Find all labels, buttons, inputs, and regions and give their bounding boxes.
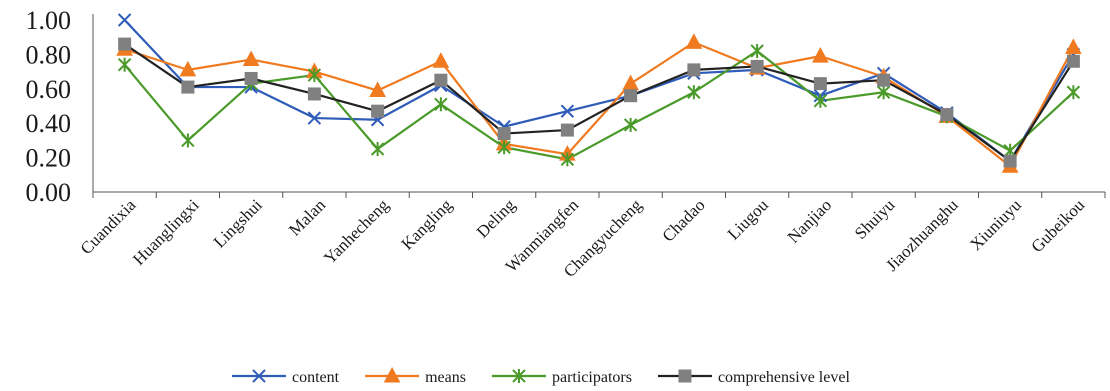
data-point-participators xyxy=(512,369,526,383)
data-point-comprehensive xyxy=(118,37,132,51)
legend-label: means xyxy=(425,369,466,386)
legend-item: comprehensive level xyxy=(657,369,851,386)
data-point-content xyxy=(560,104,575,118)
series-line xyxy=(123,19,1075,163)
data-point-means xyxy=(383,366,401,383)
data-point-comprehensive xyxy=(307,87,321,101)
y-axis-ticks: 0.00 0.20 0.40 0.60 0.80 1.00 xyxy=(26,6,72,207)
data-point-participators xyxy=(181,133,195,148)
x-category-label: Deling xyxy=(473,195,520,242)
x-category-label: Liugou xyxy=(724,195,773,244)
y-tick-label: 0.60 xyxy=(26,75,72,104)
y-tick-label: 0.20 xyxy=(26,144,72,173)
series-line xyxy=(124,43,1075,163)
data-point-comprehensive xyxy=(877,73,891,87)
data-point-means xyxy=(179,60,197,77)
data-point-comprehensive xyxy=(181,80,195,94)
data-point-participators xyxy=(370,142,385,156)
data-point-participators xyxy=(750,43,764,58)
series-markers xyxy=(116,13,1082,173)
y-tick-label: 0.00 xyxy=(26,178,72,207)
data-point-comprehensive xyxy=(371,104,385,118)
data-point-means xyxy=(685,33,703,49)
data-point-participators xyxy=(876,85,891,100)
data-point-comprehensive xyxy=(687,63,701,77)
data-point-comprehensive xyxy=(497,127,511,141)
data-point-participators xyxy=(813,93,828,108)
x-category-label: Xiuniuyu xyxy=(966,195,1025,254)
legend-label: content xyxy=(292,369,340,386)
x-category-label: Yanhecheng xyxy=(320,195,393,268)
data-point-participators xyxy=(623,117,638,132)
data-point-participators xyxy=(687,85,701,100)
x-category-label: Shuiyu xyxy=(851,195,899,243)
x-category-label: Nanjiao xyxy=(784,195,835,246)
data-point-participators xyxy=(434,97,448,112)
data-point-participators xyxy=(117,57,132,72)
data-point-means xyxy=(622,74,639,91)
data-point-participators xyxy=(307,68,322,83)
data-point-comprehensive xyxy=(624,89,638,103)
legend-label: comprehensive level xyxy=(718,369,851,386)
data-point-means xyxy=(242,50,260,67)
data-point-participators xyxy=(1066,85,1081,100)
x-category-label: Kangling xyxy=(398,195,457,254)
data-point-participators xyxy=(497,140,511,155)
legend-label: participators xyxy=(552,369,632,386)
y-tick-label: 0.80 xyxy=(26,40,72,69)
x-category-label: Gubeikou xyxy=(1027,195,1088,256)
series-line xyxy=(123,49,1075,161)
data-point-content xyxy=(252,369,266,383)
series-lines xyxy=(123,19,1075,168)
data-point-content xyxy=(117,13,132,27)
data-point-comprehensive xyxy=(940,108,954,122)
data-point-comprehensive xyxy=(813,77,827,91)
x-category-label: Cuandixia xyxy=(77,195,140,258)
data-point-comprehensive xyxy=(1066,54,1080,68)
data-point-comprehensive xyxy=(560,123,574,137)
y-tick-label: 0.40 xyxy=(26,109,72,138)
x-category-label: Malan xyxy=(285,195,329,239)
data-point-participators xyxy=(560,152,575,167)
legend-item: content xyxy=(232,369,340,386)
y-tick-label: 1.00 xyxy=(26,6,72,35)
data-point-means xyxy=(812,47,829,63)
x-category-label: Lingshui xyxy=(210,195,266,251)
legend-item: participators xyxy=(491,369,632,386)
data-point-comprehensive xyxy=(434,73,448,87)
data-point-means xyxy=(369,81,386,98)
data-point-means xyxy=(432,52,450,68)
x-category-label: Huanglingxi xyxy=(129,195,203,269)
chart-legend: content means participators comprehensive l… xyxy=(232,366,851,386)
x-category-label: Chadao xyxy=(659,195,709,245)
data-point-comprehensive xyxy=(1003,154,1017,168)
data-point-means xyxy=(1065,38,1082,55)
data-point-comprehensive xyxy=(244,71,258,85)
data-point-comprehensive xyxy=(750,59,764,73)
data-point-comprehensive xyxy=(678,369,692,383)
legend-item: means xyxy=(365,366,466,386)
data-point-content xyxy=(307,111,322,125)
